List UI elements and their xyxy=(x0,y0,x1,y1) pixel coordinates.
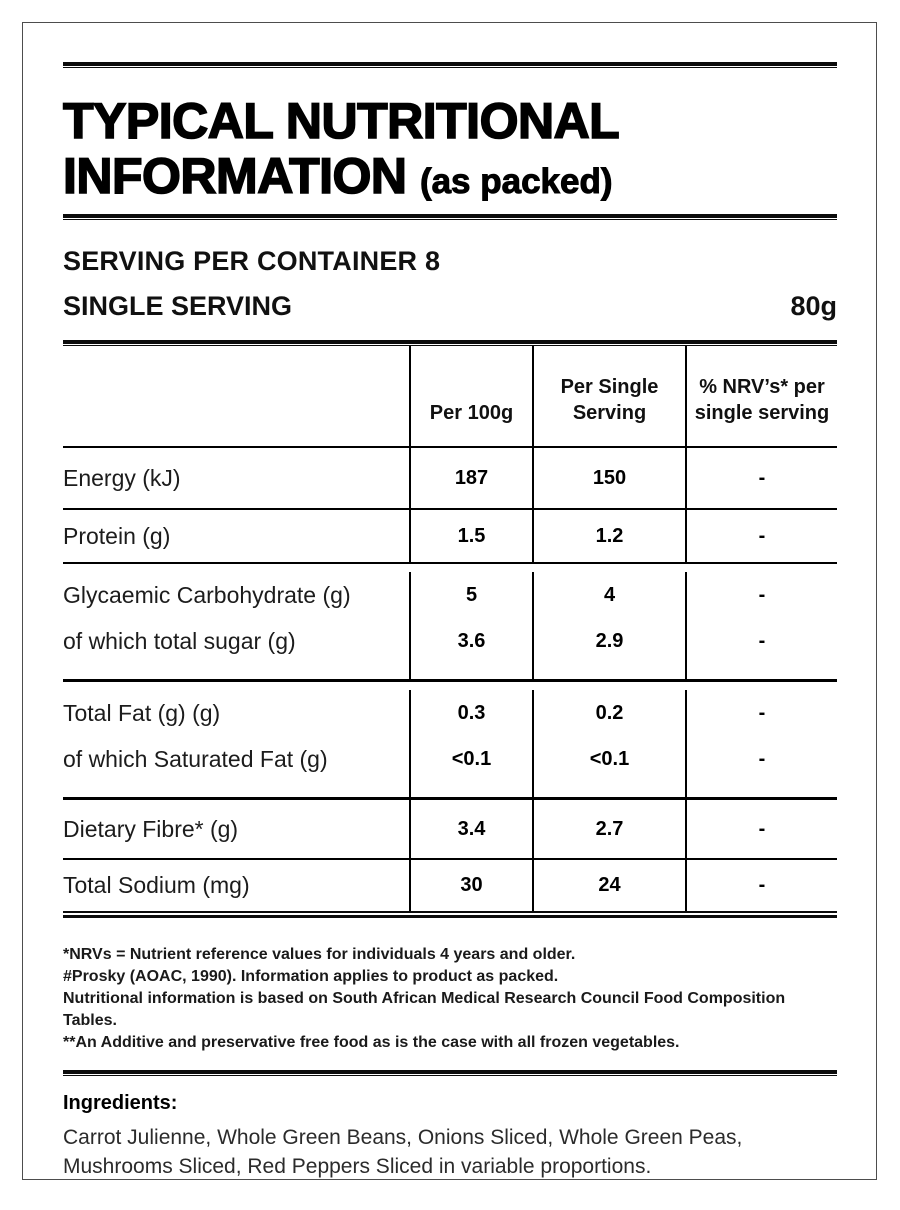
ingredients-text: Carrot Julienne, Whole Green Beans, Onio… xyxy=(63,1126,743,1178)
value-per-serving: 4 xyxy=(603,583,616,606)
row-label: Total Fat (g) (g) xyxy=(63,699,221,726)
value-per-100g: 30 xyxy=(409,860,532,911)
footnote-nrv: *NRVs = Nutrient reference values for in… xyxy=(63,946,576,963)
value-per-100g: 5 xyxy=(465,583,478,606)
value-nrv: - xyxy=(758,629,766,652)
table-row-energy: Energy (kJ) 187 150 - xyxy=(63,448,837,510)
value-nrv: - xyxy=(685,510,837,562)
value-per-serving: 0.2 xyxy=(595,701,624,724)
table-row-fat-group: Total Fat (g) (g) of which Saturated Fat… xyxy=(63,682,837,800)
col-header-per-100g: Per 100g xyxy=(409,346,532,446)
table-row-carbohydrate-group: Glycaemic Carbohydrate (g) of which tota… xyxy=(63,564,837,682)
value-per-serving: 24 xyxy=(532,860,685,911)
values-nrv: - - xyxy=(685,690,837,797)
value-nrv: - xyxy=(685,800,837,858)
value-per-serving: 1.2 xyxy=(532,510,685,562)
row-labels: Total Fat (g) (g) of which Saturated Fat… xyxy=(63,690,409,797)
row-label: of which total sugar (g) xyxy=(63,627,296,654)
footnote-source: Nutritional information is based on Sout… xyxy=(63,990,786,1029)
divider-under-title xyxy=(63,214,837,220)
value-per-serving: <0.1 xyxy=(589,747,630,770)
row-label: of which Saturated Fat (g) xyxy=(63,745,328,772)
title-line-1: TYPICAL NUTRITIONAL xyxy=(62,93,620,150)
value-per-100g: 1.5 xyxy=(409,510,532,562)
value-per-serving: 150 xyxy=(532,448,685,508)
table-bottom-rule xyxy=(63,911,837,918)
row-label: Dietary Fibre* (g) xyxy=(63,815,239,842)
ingredients-heading: Ingredients: xyxy=(63,1092,178,1114)
col-header-nrv: % NRV’s* per single serving xyxy=(685,346,837,446)
row-label: Energy (kJ) xyxy=(63,464,181,491)
col-header-per-single-serving: Per Single Serving xyxy=(532,346,685,446)
value-nrv: - xyxy=(758,583,766,606)
footnote-additive: **An Additive and preservative free food… xyxy=(63,1034,680,1051)
values-per-serving: 0.2 <0.1 xyxy=(532,690,685,797)
row-label: Protein (g) xyxy=(63,522,171,549)
footnote-prosky: #Prosky (AOAC, 1990). Information applie… xyxy=(63,968,559,985)
table-row-dietary-fibre: Dietary Fibre* (g) 3.4 2.7 - xyxy=(63,800,837,860)
table-row-protein: Protein (g) 1.5 1.2 - xyxy=(63,510,837,564)
values-per-100g: 5 3.6 xyxy=(409,572,532,679)
table-row-total-sodium: Total Sodium (mg) 30 24 - xyxy=(63,860,837,911)
single-serving-row: SINGLE SERVING 80g xyxy=(63,291,837,322)
table-header-row: Per 100g Per Single Serving % NRV’s* per… xyxy=(63,346,837,448)
header-empty-cell xyxy=(63,346,409,446)
value-nrv: - xyxy=(758,701,766,724)
title-suffix: (as packed) xyxy=(419,162,613,202)
nutrition-table: Per 100g Per Single Serving % NRV’s* per… xyxy=(63,346,837,918)
values-nrv: - - xyxy=(685,572,837,679)
row-label: Total Sodium (mg) xyxy=(63,872,250,898)
value-per-100g: 187 xyxy=(409,448,532,508)
value-nrv: - xyxy=(758,747,766,770)
value-nrv: - xyxy=(685,860,837,911)
values-per-serving: 4 2.9 xyxy=(532,572,685,679)
row-labels: Glycaemic Carbohydrate (g) of which tota… xyxy=(63,572,409,679)
value-nrv: - xyxy=(685,448,837,508)
serving-per-container: SERVING PER CONTAINER 8 xyxy=(63,246,441,276)
title-line-2-main: INFORMATION xyxy=(62,148,408,205)
page-title: TYPICAL NUTRITIONAL INFORMATION (as pack… xyxy=(62,93,837,209)
row-label: Glycaemic Carbohydrate (g) xyxy=(63,581,351,608)
value-per-100g: <0.1 xyxy=(451,747,492,770)
value-per-serving: 2.7 xyxy=(532,800,685,858)
value-per-serving: 2.9 xyxy=(595,629,624,652)
single-serving-value: 80g xyxy=(790,291,837,321)
value-per-100g: 3.4 xyxy=(409,800,532,858)
values-per-100g: 0.3 <0.1 xyxy=(409,690,532,797)
divider-ingredients xyxy=(63,1070,837,1076)
value-per-100g: 0.3 xyxy=(457,701,486,724)
title-line-2: INFORMATION (as packed) xyxy=(62,148,837,209)
footnotes: *NRVs = Nutrient reference values for in… xyxy=(63,944,837,1054)
nutrition-label: TYPICAL NUTRITIONAL INFORMATION (as pack… xyxy=(62,0,837,1181)
value-per-100g: 3.6 xyxy=(457,629,486,652)
table-top-rule xyxy=(63,340,837,346)
divider-top xyxy=(63,62,837,68)
single-serving-label: SINGLE SERVING xyxy=(63,291,293,321)
